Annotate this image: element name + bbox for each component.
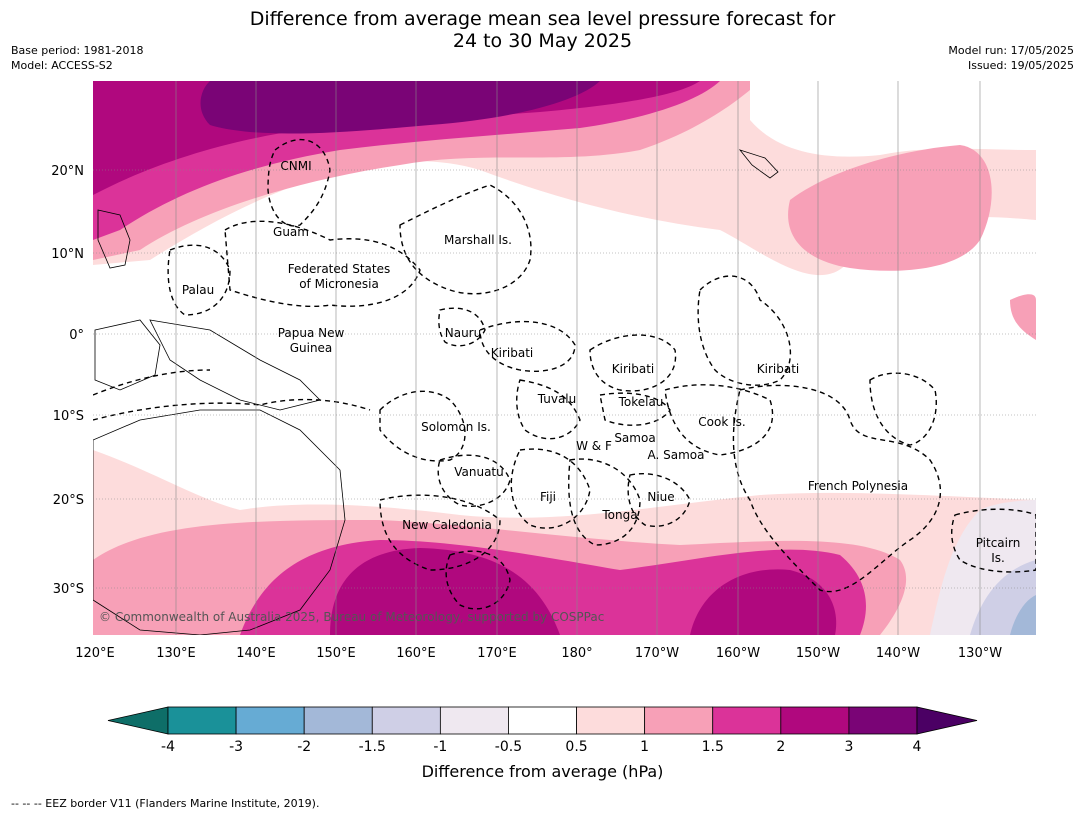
colorbar-segment [644, 706, 714, 735]
label-cnmi: CNMI [280, 159, 311, 173]
label-new-caledonia: New Caledonia [402, 518, 492, 532]
colorbar-segment [303, 706, 373, 735]
label-marshall-islands: Marshall Is. [444, 233, 512, 247]
lon-tick: 130°W [958, 646, 1002, 661]
model-run: Model run: 17/05/2025 [948, 44, 1074, 57]
label-niue: Niue [647, 490, 674, 504]
lon-tick: 170°E [477, 646, 517, 661]
base-period: Base period: 1981-2018 [11, 44, 144, 57]
label-pitcairn-line1: Pitcairn [976, 536, 1021, 550]
model-name: Model: ACCESS-S2 [11, 59, 113, 72]
label-fiji: Fiji [540, 490, 556, 504]
region-labels: CNMI Guam Marshall Is. Federated States … [182, 159, 1020, 565]
colorbar-segment [439, 706, 509, 735]
eez-borders [93, 139, 1036, 610]
colorbar-tick-label: -0.5 [495, 739, 522, 755]
lat-tick: 30°S [53, 582, 84, 597]
lon-tick: 150°W [796, 646, 840, 661]
lon-tick: 120°E [75, 646, 115, 661]
pressure-anomaly-map: CNMI Guam Marshall Is. Federated States … [51, 81, 1036, 755]
lon-tick: 160°W [716, 646, 760, 661]
right-metadata: Model run: 17/05/2025 Issued: 19/05/2025 [948, 43, 1074, 73]
label-tuvalu: Tuvalu [537, 392, 577, 406]
lon-tick: 150°E [316, 646, 356, 661]
label-tonga: Tonga [601, 508, 637, 522]
label-pitcairn-line2: Is. [991, 551, 1005, 565]
label-png-line2: Guinea [290, 341, 333, 355]
colorbar-segment [712, 706, 782, 735]
lon-tick: 140°E [236, 646, 276, 661]
lat-tick: 10°S [53, 409, 84, 424]
lat-tick-labels: 20°N 10°N 0° 10°S 20°S 30°S [51, 164, 84, 597]
colorbar-tick-label: 3 [844, 739, 853, 755]
label-american-samoa: A. Samoa [648, 448, 705, 462]
lon-tick: 130°E [156, 646, 196, 661]
colorbar-segment [235, 706, 305, 735]
label-png-line1: Papua New [278, 326, 345, 340]
colorbar-tick-label: -3 [229, 739, 243, 755]
label-fsm-line1: Federated States [288, 262, 390, 276]
label-tokelau: Tokelau [618, 395, 664, 409]
label-palau: Palau [182, 283, 214, 297]
lat-tick: 20°S [53, 493, 84, 508]
colorbar-segment [371, 706, 441, 735]
colorbar-tick-label: -1 [433, 739, 447, 755]
colorbar-tick-label: 2 [776, 739, 785, 755]
lon-tick: 170°W [635, 646, 679, 661]
colorbar-segment [167, 706, 237, 735]
colorbar-tick-label: -1.5 [359, 739, 386, 755]
label-kiribati-central: Kiribati [612, 362, 654, 376]
anomaly-field: CNMI Guam Marshall Is. Federated States … [93, 81, 1036, 635]
label-nauru: Nauru [445, 326, 481, 340]
colorbar: -4 -3 -2 -1.5 -1 -0.5 0.5 1 1.5 2 3 4 [107, 706, 978, 755]
colorbar-segment [848, 706, 918, 735]
colorbar-tick-label: 0.5 [565, 739, 587, 755]
copyright-text: © Commonwealth of Australia 2025, Bureau… [99, 610, 604, 624]
lon-tick: 180° [561, 646, 592, 661]
colorbar-extend-high [916, 706, 978, 735]
label-french-polynesia: French Polynesia [808, 479, 908, 493]
label-cook-islands: Cook Is. [698, 415, 745, 429]
title-line-1: Difference from average mean sea level p… [249, 8, 836, 30]
title-line-2: 24 to 30 May 2025 [452, 30, 633, 52]
colorbar-tick-label: -2 [297, 739, 311, 755]
left-metadata: Base period: 1981-2018 Model: ACCESS-S2 [11, 43, 143, 73]
chart-title: Difference from average mean sea level p… [0, 8, 1085, 52]
issued-date: Issued: 19/05/2025 [967, 59, 1074, 72]
lat-gridlines [93, 169, 1036, 589]
colorbar-segment [780, 706, 850, 735]
colorbar-segment [576, 706, 646, 735]
label-kiribati-east: Kiribati [757, 362, 799, 376]
colorbar-segment [508, 706, 577, 735]
colorbar-tick-label: 4 [913, 739, 922, 755]
label-solomon-islands: Solomon Is. [421, 420, 491, 434]
lon-tick-labels: 120°E 130°E 140°E 150°E 160°E 170°E 180°… [75, 646, 1002, 661]
label-wallis-futuna: W & F [576, 439, 612, 453]
label-samoa: Samoa [614, 431, 655, 445]
lon-tick: 160°E [396, 646, 436, 661]
gridlines [175, 81, 981, 635]
label-kiribati-west: Kiribati [491, 346, 533, 360]
colorbar-extend-low [107, 706, 169, 735]
label-guam: Guam [273, 225, 309, 239]
lat-tick: 20°N [51, 164, 84, 179]
colorbar-tick-label: -4 [161, 739, 175, 755]
lat-tick: 0° [69, 328, 84, 343]
colorbar-label: Difference from average (hPa) [421, 762, 664, 781]
eez-footnote: -- -- -- EEZ border V11 (Flanders Marine… [11, 797, 320, 810]
label-vanuatu: Vanuatu [454, 465, 504, 479]
lon-tick: 140°W [876, 646, 920, 661]
colorbar-tick-label: 1.5 [702, 739, 724, 755]
label-fsm-line2: of Micronesia [299, 277, 379, 291]
colorbar-tick-label: 1 [640, 739, 649, 755]
lat-tick: 10°N [51, 247, 84, 262]
